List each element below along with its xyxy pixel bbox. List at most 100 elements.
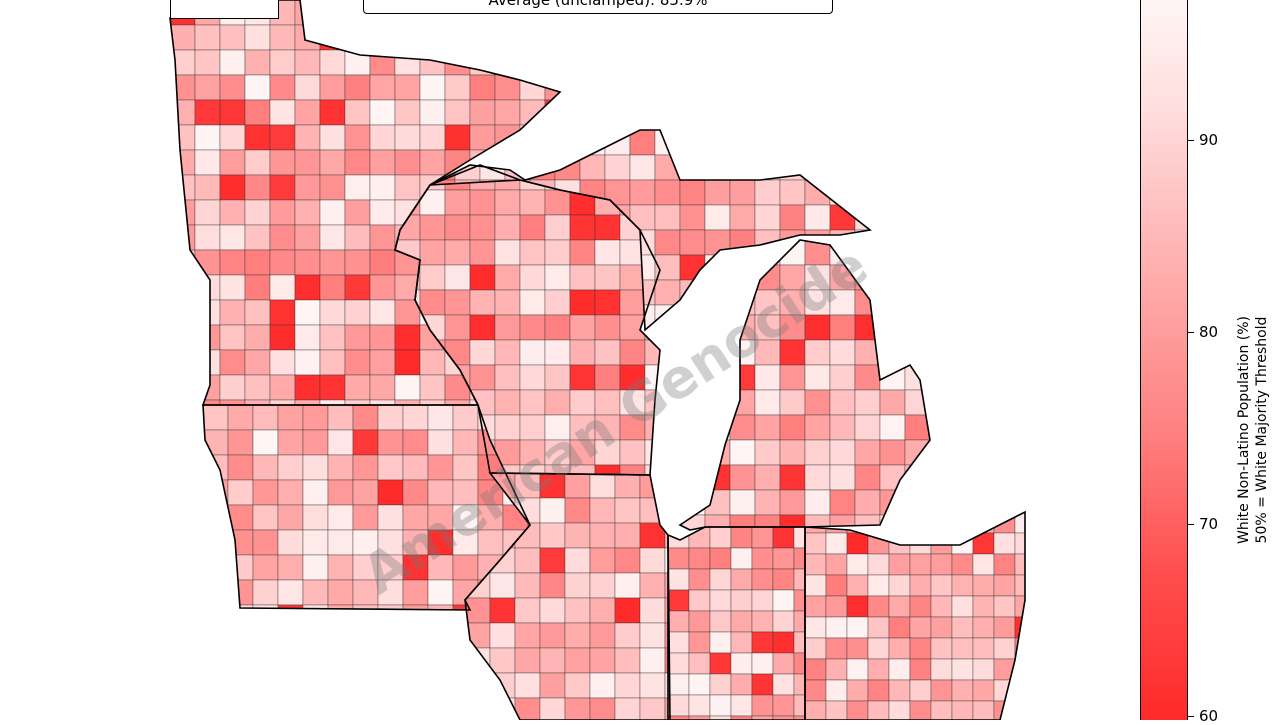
county [879,264,906,291]
county [888,553,911,576]
county [269,49,296,76]
county [327,579,354,606]
county [829,464,856,491]
county [352,504,379,531]
county [730,547,753,570]
county [804,154,831,181]
county [805,595,827,618]
county [654,154,681,181]
county [544,464,571,475]
county [377,604,404,610]
county [909,679,932,702]
county [369,49,396,76]
county [327,554,354,581]
county [729,204,756,231]
county [664,497,670,524]
county [569,339,596,366]
county [909,700,932,720]
county [277,554,304,581]
county [352,405,379,431]
county [170,349,196,376]
county [419,399,446,405]
county [294,149,321,176]
county [269,24,296,51]
county [904,514,930,530]
county [170,299,196,326]
state-border-ohio [804,510,1026,720]
county [302,479,329,506]
county [614,522,641,549]
county [269,299,296,326]
county [754,489,781,516]
county [219,349,246,376]
county [751,652,774,675]
county [494,339,521,366]
county [544,74,560,101]
county [544,364,571,391]
county [614,497,641,524]
county [972,616,995,639]
state-borders [169,0,1026,720]
county [709,589,732,612]
county [930,700,953,720]
state-border-illinois [464,472,671,720]
county [402,405,429,431]
county [519,239,546,266]
county [469,264,496,291]
county [369,74,396,101]
county [377,504,404,531]
county [194,99,221,126]
county [269,324,296,351]
county [888,679,911,702]
county [854,414,881,441]
county [804,204,831,231]
county [539,572,566,599]
county [594,464,621,475]
county [805,658,827,681]
county [444,214,471,241]
county [754,339,781,366]
county [825,679,848,702]
county [879,240,906,266]
county [825,637,848,660]
county [1014,532,1025,555]
county [269,124,296,151]
county [319,0,346,26]
county [772,547,795,570]
county [554,154,581,181]
county [539,672,566,699]
county [402,429,429,456]
county [469,24,496,51]
county [930,574,953,597]
county [294,174,321,201]
county [377,479,404,506]
county [519,439,546,466]
county [888,532,911,555]
county [709,715,732,720]
county [639,622,666,649]
county [909,637,932,660]
county [302,504,329,531]
county [569,264,596,291]
county [569,364,596,391]
county [846,679,869,702]
county [344,224,371,251]
county [679,254,706,281]
county [654,179,681,206]
county [269,224,296,251]
county [544,24,560,51]
county [879,439,906,466]
county [564,622,591,649]
county [394,349,421,376]
county [519,364,546,391]
county [369,349,396,376]
county [319,299,346,326]
county [805,616,827,639]
county [564,547,591,574]
county [904,264,930,291]
county [564,597,591,624]
county [302,554,329,581]
county [194,274,221,301]
county [519,149,546,176]
county [194,324,221,351]
